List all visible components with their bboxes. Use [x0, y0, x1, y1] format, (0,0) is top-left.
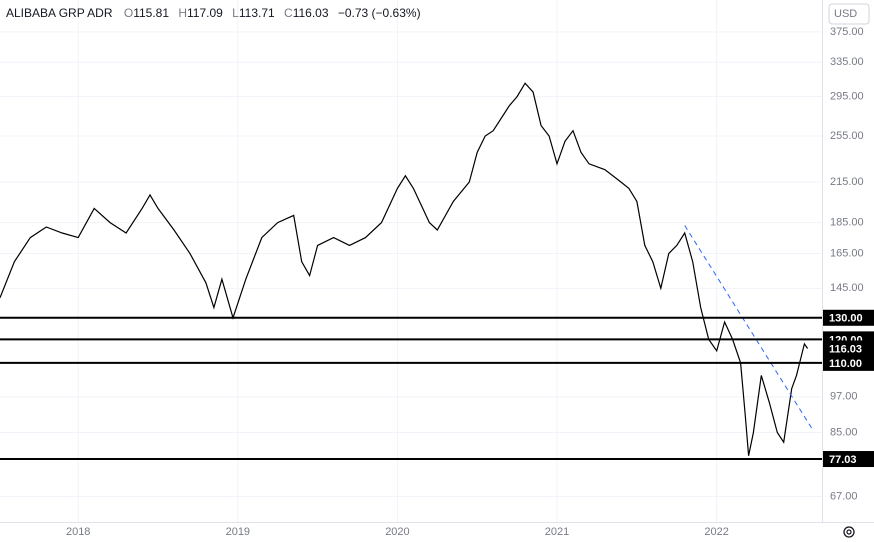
change: −0.73 (−0.63%): [338, 6, 421, 20]
gear-hub[interactable]: [846, 529, 852, 535]
last-price-box: [823, 340, 874, 357]
symbol: ALIBABA GRP ADR: [6, 6, 113, 20]
y-tick-label: 295.00: [830, 91, 864, 103]
level-label-box: [823, 354, 874, 371]
x-tick-label: 2021: [545, 526, 569, 538]
price-line: [0, 82, 809, 456]
y-tick-label: 215.00: [830, 176, 864, 188]
last-price-text: 116.03: [829, 343, 862, 355]
currency-button[interactable]: [828, 3, 870, 25]
open-label: O: [124, 6, 133, 20]
close: 116.03: [293, 6, 329, 20]
close-label: C: [284, 6, 293, 20]
x-tick-label: 2020: [385, 526, 409, 538]
y-tick-label: 335.00: [830, 56, 864, 68]
y-tick-label: 165.00: [830, 247, 864, 259]
y-tick-label: 255.00: [830, 130, 864, 142]
low: 113.71: [239, 6, 275, 20]
level-label-box: [823, 309, 874, 326]
legend-header: ALIBABA GRP ADR O115.81 H117.09 L113.71 …: [6, 6, 421, 20]
level-label-text: 130.00: [829, 313, 863, 325]
level-label-text: 110.00: [829, 358, 862, 370]
y-tick-label: 85.00: [830, 426, 858, 438]
level-label-box: [823, 451, 874, 468]
x-tick-label: 2019: [226, 526, 250, 538]
x-tick-label: 2018: [66, 526, 90, 538]
currency[interactable]: USD: [834, 8, 857, 20]
y-tick-label: 185.00: [830, 216, 864, 228]
trendline: [684, 225, 813, 430]
open: 115.81: [133, 6, 169, 20]
y-tick-label: 97.00: [830, 391, 858, 403]
y-tick-label: 375.00: [830, 26, 864, 38]
y-tick-label: 67.00: [830, 491, 858, 503]
grid: [0, 0, 822, 522]
high-label: H: [178, 6, 187, 20]
gear[interactable]: [843, 526, 855, 538]
level-label-text: 77.03: [829, 454, 857, 466]
y-tick-label: 145.00: [830, 282, 864, 294]
high: 117.09: [187, 6, 223, 20]
settings-icon[interactable]: [843, 526, 855, 538]
low-label: L: [232, 6, 239, 20]
plot: [0, 82, 822, 461]
x-tick-label: 2022: [704, 526, 728, 538]
